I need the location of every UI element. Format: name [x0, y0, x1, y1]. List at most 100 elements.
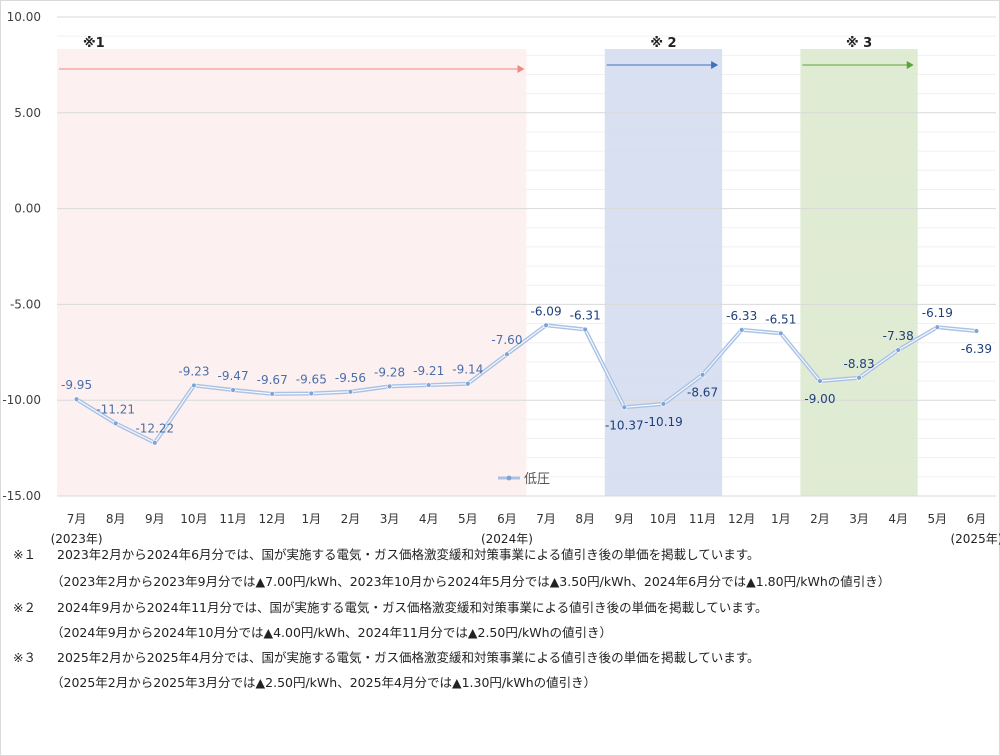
data-label: -9.14 — [452, 363, 483, 377]
data-label: -6.31 — [570, 308, 601, 322]
data-label: -7.38 — [883, 329, 914, 343]
data-point — [112, 420, 119, 427]
x-tick-label: 9月 — [614, 512, 634, 526]
data-label: -9.00 — [804, 392, 835, 406]
footnote-text: 2024年9月から2024年11月分では、国が実施する電気・ガス価格激変緩和対策… — [57, 600, 768, 615]
data-point — [895, 347, 901, 353]
data-point — [817, 378, 823, 384]
x-tick-label: 1月 — [771, 512, 791, 526]
x-tick-label: 6月 — [497, 512, 517, 526]
data-label: -11.21 — [96, 402, 135, 416]
x-tick-label: 11月 — [689, 512, 716, 526]
data-point — [347, 389, 354, 395]
x-tick-label: 12月 — [728, 512, 755, 526]
data-point — [386, 383, 393, 390]
y-tick-label: 5.00 — [14, 106, 41, 120]
region-arrow-head — [711, 61, 719, 69]
year-label: (2024年) — [481, 532, 533, 546]
x-tick-label: 9月 — [145, 512, 165, 526]
x-tick-label: 7月 — [536, 512, 556, 526]
data-label: -8.67 — [687, 386, 718, 400]
highlight-region — [604, 49, 723, 496]
data-label: -7.60 — [491, 333, 522, 347]
data-point — [191, 382, 197, 389]
year-label: (2025年) — [950, 532, 1000, 546]
data-point — [738, 327, 745, 333]
region-arrow-head — [906, 61, 914, 69]
highlight-region — [800, 49, 918, 496]
data-point — [504, 351, 510, 357]
x-tick-label: 10月 — [650, 512, 677, 526]
footnote-detail-text: （2025年2月から2025年3月分では▲2.50円/kWh、2025年4月分で… — [51, 675, 597, 690]
data-label: -9.65 — [296, 372, 327, 386]
x-tick-label: 7月 — [67, 512, 87, 526]
data-point — [543, 322, 549, 328]
data-point — [973, 328, 980, 334]
data-label: -6.09 — [531, 304, 562, 318]
year-label: (2023年) — [51, 532, 103, 546]
line-chart: 10.00 5.00 0.00 -5.00 -10.00 -15.00 ※1 ※ 2 ※ 3 -9… — [2, 10, 1000, 546]
data-label: -9.21 — [413, 364, 444, 378]
data-point — [621, 404, 628, 410]
x-tick-label: 1月 — [301, 512, 321, 526]
data-label: -6.33 — [726, 309, 757, 323]
data-point — [425, 382, 432, 388]
data-label: -10.37 — [605, 418, 644, 432]
data-point — [582, 326, 588, 333]
footnote-mark: ※１ — [13, 547, 36, 562]
x-tick-label: 6月 — [967, 512, 987, 526]
footnote-mark: ※２ — [13, 600, 36, 615]
highlight-region — [57, 49, 527, 496]
x-tick-label: 4月 — [888, 512, 908, 526]
data-label: -9.28 — [374, 365, 405, 379]
data-point — [699, 372, 706, 378]
x-tick-label: 12月 — [259, 512, 286, 526]
x-tick-label: 8月 — [575, 512, 595, 526]
footnote-detail-text: （2023年2月から2023年9月分では▲7.00円/kWh、2023年10月か… — [51, 574, 891, 589]
footnote-detail-text: （2024年9月から2024年10月分では▲4.00円/kWh、2024年11月… — [51, 625, 613, 640]
region-label: ※ 2 — [650, 36, 676, 51]
x-tick-label: 5月 — [458, 512, 478, 526]
data-label: -12.22 — [135, 422, 174, 436]
y-tick-label: -5.00 — [10, 297, 41, 311]
region-label: ※ 3 — [846, 36, 872, 51]
x-tick-label: 2月 — [810, 512, 830, 526]
data-label: -6.19 — [922, 306, 953, 320]
data-point — [934, 324, 941, 330]
data-label: -9.56 — [335, 371, 366, 385]
footnote-mark: ※３ — [13, 650, 36, 665]
data-label: -6.39 — [961, 342, 992, 356]
legend-label: 低圧 — [524, 472, 550, 487]
data-point — [230, 387, 236, 393]
x-tick-label: 5月 — [927, 512, 947, 526]
data-label: -9.47 — [218, 369, 249, 383]
x-tick-label: 10月 — [180, 512, 207, 526]
data-point — [73, 396, 80, 402]
data-label: -8.83 — [844, 357, 875, 371]
footnote-text: 2025年2月から2025年4月分では、国が実施する電気・ガス価格激変緩和対策事… — [57, 650, 760, 665]
y-tick-label: -10.00 — [2, 393, 41, 407]
data-point — [660, 401, 667, 407]
footnote-text: 2023年2月から2024年6月分では、国が実施する電気・ガス価格激変緩和対策事… — [57, 547, 760, 562]
x-tick-label: 8月 — [106, 512, 126, 526]
region-label: ※1 — [83, 36, 105, 51]
data-point — [152, 440, 158, 446]
x-tick-label: 11月 — [219, 512, 246, 526]
data-point — [269, 391, 275, 397]
data-point — [465, 381, 471, 387]
series-line-core — [76, 324, 977, 444]
data-point — [308, 390, 315, 397]
x-tick-label: 3月 — [380, 512, 400, 526]
data-label: -10.19 — [644, 415, 683, 429]
x-tick-label: 4月 — [419, 512, 439, 526]
legend-marker — [506, 475, 512, 481]
x-tick-label: 3月 — [849, 512, 869, 526]
y-tick-label: 0.00 — [14, 202, 41, 216]
data-label: -9.23 — [178, 364, 209, 378]
data-point — [856, 375, 862, 381]
data-label: -9.67 — [257, 373, 288, 387]
y-tick-label: 10.00 — [7, 10, 41, 24]
data-label: -9.95 — [61, 378, 92, 392]
x-tick-label: 2月 — [341, 512, 361, 526]
